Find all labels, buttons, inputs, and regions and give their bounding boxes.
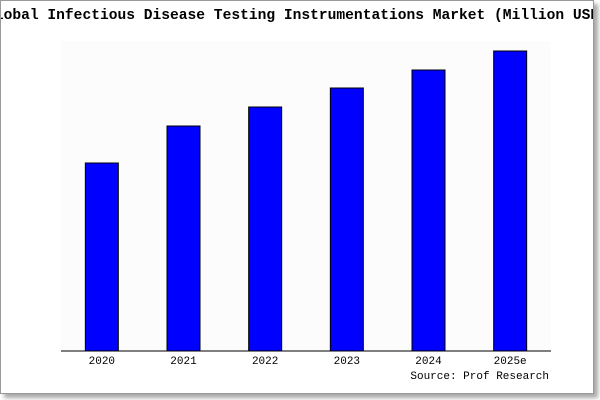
x-tick-label: 2022 <box>252 356 278 368</box>
bar <box>248 106 283 352</box>
source: Source: Prof Research <box>410 371 549 383</box>
x-tick-label: 2020 <box>89 356 115 368</box>
x-tick-label: 2023 <box>334 356 360 368</box>
bar <box>166 125 201 352</box>
x-tick-label: 2024 <box>415 356 442 368</box>
chart-title: Global Infectious Disease Testing Instru… <box>1 8 593 24</box>
chart: Global Infectious Disease Testing Instru… <box>1 8 593 383</box>
bar <box>493 50 528 352</box>
bar <box>411 69 446 352</box>
x-tick-label: 2025e <box>494 356 527 368</box>
bar <box>329 87 364 352</box>
chart-frame: Global Infectious Disease Testing Instru… <box>0 0 594 394</box>
plot-area <box>61 41 551 351</box>
x-tick-label: 2021 <box>170 356 197 368</box>
bar <box>84 162 119 352</box>
